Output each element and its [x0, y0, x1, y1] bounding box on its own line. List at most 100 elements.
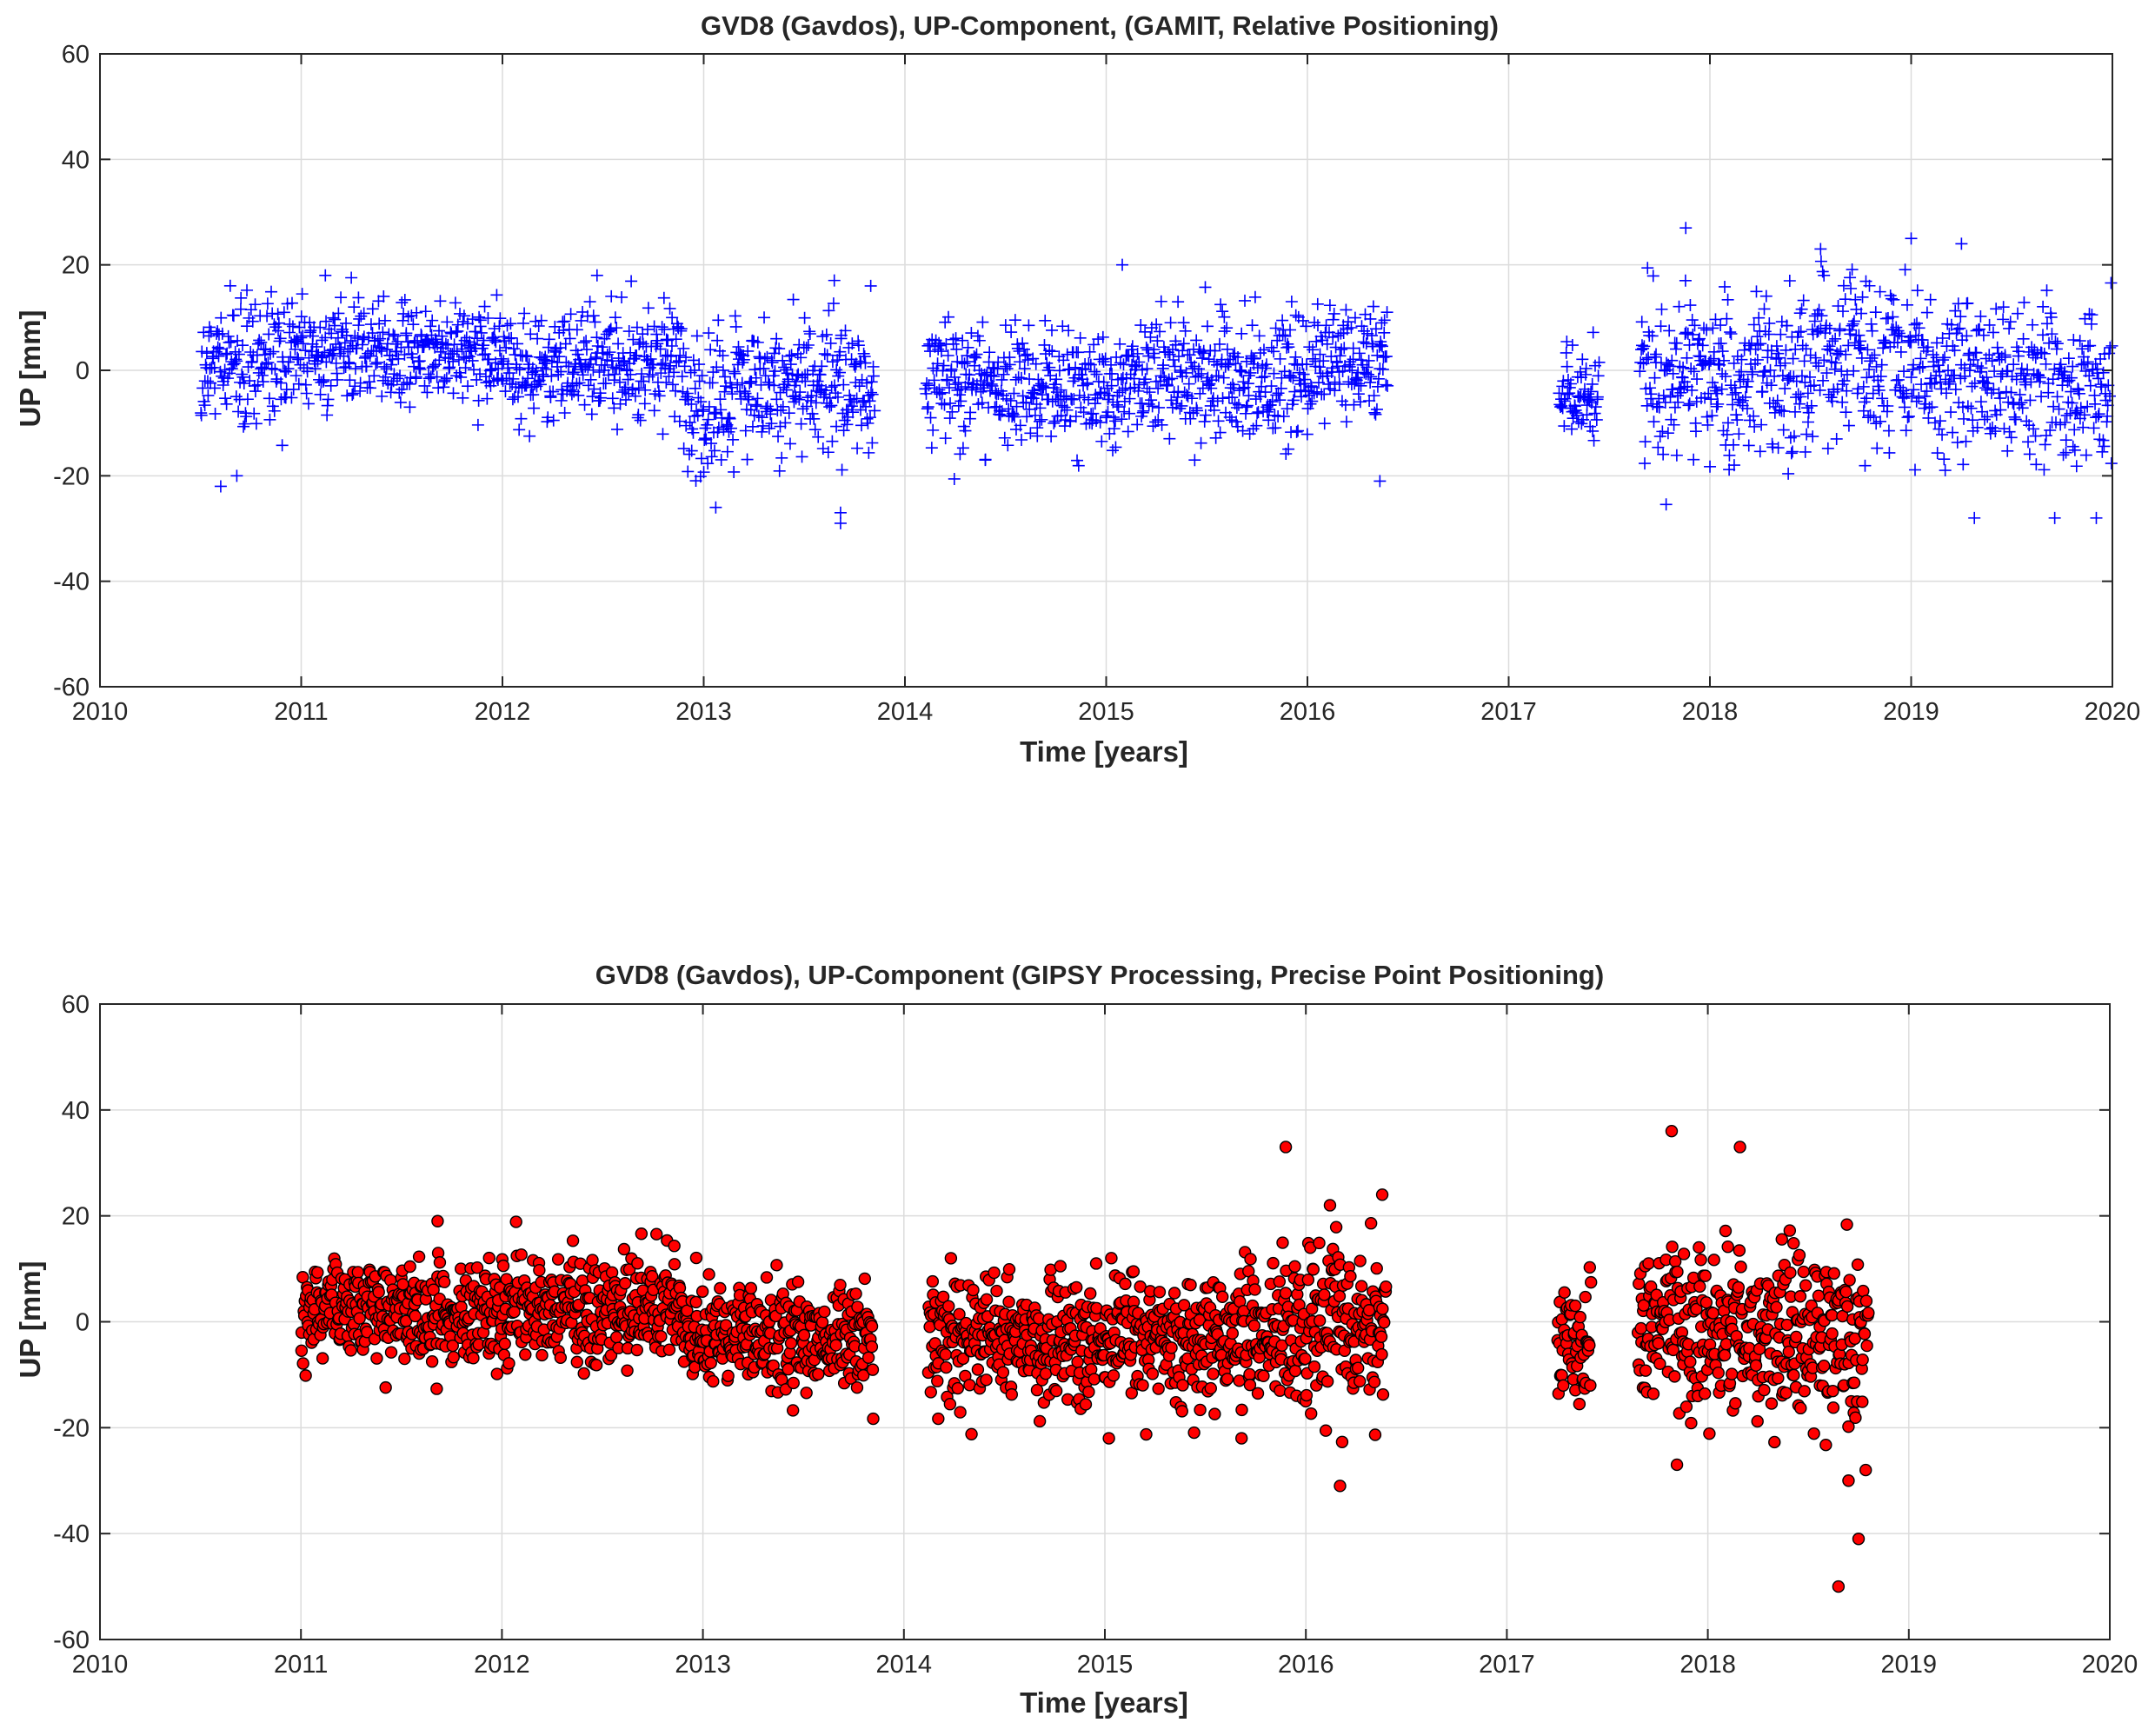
data-point	[1215, 1290, 1229, 1303]
data-point	[531, 332, 544, 345]
data-point	[990, 1284, 1003, 1298]
data-point	[1313, 1314, 1327, 1327]
data-point	[718, 385, 731, 398]
data-point	[834, 366, 847, 379]
data-point	[855, 403, 868, 416]
data-point	[744, 1281, 758, 1295]
data-point	[403, 377, 416, 390]
data-point	[611, 422, 624, 436]
data-point	[673, 415, 686, 428]
data-point	[450, 345, 463, 358]
data-point	[482, 353, 496, 366]
data-point	[314, 388, 327, 401]
data-point	[920, 387, 933, 400]
data-point	[440, 372, 453, 385]
data-point	[296, 1357, 309, 1370]
data-point	[263, 413, 276, 426]
data-point	[762, 422, 775, 435]
data-point	[830, 363, 843, 376]
data-point	[379, 1380, 392, 1394]
data-point	[622, 325, 635, 338]
data-point	[368, 369, 381, 382]
data-point	[1787, 1368, 1800, 1382]
data-point	[1273, 1275, 1287, 1288]
data-point	[664, 359, 677, 372]
data-point	[198, 399, 211, 412]
data-point	[1119, 1277, 1132, 1291]
top-chart-title: GVD8 (Gavdos), UP-Component, (GAMIT, Rel…	[701, 10, 1499, 41]
top-x-tick-label: 2012	[475, 698, 531, 726]
data-point	[702, 327, 715, 340]
data-point	[999, 319, 1012, 332]
data-point	[1034, 402, 1047, 415]
data-point	[1376, 1302, 1389, 1315]
data-point	[1851, 1258, 1865, 1271]
data-point	[283, 356, 296, 369]
data-point	[632, 409, 645, 422]
data-point	[224, 336, 237, 349]
bottom-y-tick-label: -20	[53, 1414, 90, 1442]
data-point	[248, 407, 261, 420]
data-point	[1555, 1368, 1568, 1382]
data-point	[219, 392, 232, 405]
data-point	[349, 329, 362, 343]
data-point	[566, 368, 579, 381]
data-point	[246, 315, 259, 328]
data-point	[783, 437, 796, 450]
data-point	[566, 1234, 580, 1247]
data-point	[808, 423, 821, 436]
data-point	[557, 323, 570, 336]
data-point	[384, 1346, 398, 1359]
data-point	[1367, 1375, 1381, 1389]
data-point	[605, 289, 618, 303]
data-point	[570, 1355, 583, 1369]
data-point	[222, 329, 235, 343]
data-point	[425, 1355, 439, 1368]
data-point	[1105, 1252, 1118, 1265]
data-point	[924, 411, 937, 424]
bottom-y-tick-label: 20	[62, 1203, 90, 1231]
data-point	[752, 409, 765, 422]
data-point	[295, 331, 308, 344]
data-point	[950, 343, 963, 356]
data-point	[785, 349, 798, 362]
data-point	[705, 437, 718, 450]
data-point	[299, 378, 312, 391]
data-point	[800, 342, 813, 355]
data-point	[795, 450, 808, 463]
data-point	[812, 430, 825, 443]
top-y-tick-label: -40	[53, 569, 90, 596]
data-point	[441, 316, 454, 329]
data-point	[311, 1266, 324, 1279]
data-point	[969, 383, 982, 396]
data-point	[256, 376, 269, 389]
data-point	[631, 1257, 644, 1270]
data-point	[1304, 1407, 1318, 1420]
data-point	[455, 370, 468, 383]
data-point	[861, 416, 875, 429]
data-point	[555, 365, 568, 378]
data-point	[456, 343, 469, 356]
data-point	[392, 352, 405, 365]
data-point	[618, 1277, 632, 1290]
data-point	[472, 394, 485, 407]
data-point	[1721, 1240, 1734, 1254]
data-point	[409, 370, 422, 383]
data-point	[489, 334, 502, 347]
data-point	[1167, 1287, 1181, 1300]
data-point	[430, 370, 443, 383]
data-point	[265, 362, 278, 375]
data-point	[378, 360, 391, 373]
data-point	[1694, 1254, 1707, 1267]
data-point	[867, 369, 880, 382]
data-point	[739, 424, 752, 437]
data-point	[621, 1364, 634, 1377]
data-point	[1843, 1274, 1856, 1287]
data-point	[1002, 1262, 1016, 1276]
data-point	[429, 333, 442, 346]
data-point	[1812, 1289, 1826, 1302]
data-point	[646, 369, 659, 382]
data-point	[1320, 1374, 1334, 1388]
top-x-axis-label: Time [years]	[1020, 735, 1188, 768]
data-point	[348, 301, 361, 314]
